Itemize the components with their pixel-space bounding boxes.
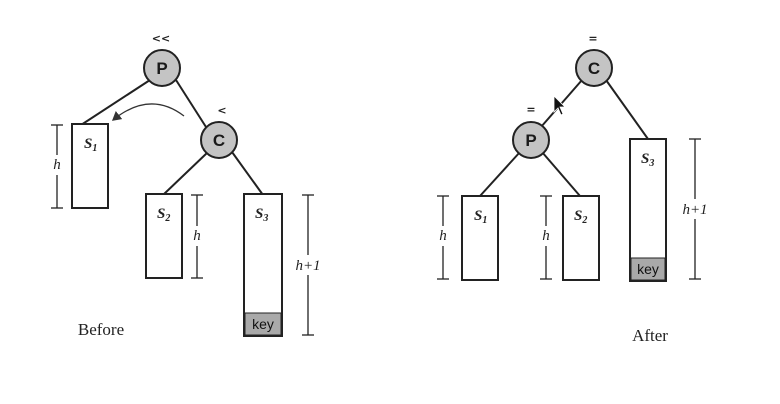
height-marker-s3: h+1: [675, 138, 715, 280]
height-label-s1: h: [439, 228, 447, 244]
edge-p-s2: [541, 151, 581, 197]
edge-p-s1: [80, 79, 151, 126]
key-label: key: [637, 261, 659, 277]
mouse-cursor-icon: [553, 95, 566, 116]
key-box: [630, 257, 666, 281]
subtree-s1-box: [461, 195, 499, 281]
height-label-s2: h: [542, 228, 550, 244]
subtree-s3-box: [243, 193, 283, 337]
key-label: key: [252, 316, 274, 332]
root-balance: =: [588, 32, 597, 45]
height-marker-s1: h: [434, 195, 452, 280]
rotation-arrow: [111, 103, 185, 121]
node-p-circle: [512, 121, 550, 159]
before-tree: << P < C S1 S2 S3 key h h: [48, 32, 328, 339]
height-marker-s3: h+1: [288, 194, 328, 336]
subtree-s1-label: S1: [474, 208, 487, 226]
subtree-s3-label: S3: [255, 206, 268, 224]
subtree-s2-label: S2: [157, 206, 170, 224]
edge-c-s2: [162, 151, 209, 196]
edge-p-s1: [479, 151, 521, 197]
subtree-s3-box: [629, 138, 667, 282]
child-balance: =: [526, 103, 535, 116]
edge-c-s3: [231, 151, 264, 196]
subtree-s1-label: S1: [84, 136, 97, 154]
subtree-s1-box: [71, 123, 109, 209]
height-label-s3: h+1: [295, 258, 320, 274]
subtree-s3-label: S3: [641, 151, 654, 169]
subtree-s2-box: [562, 195, 600, 281]
node-c-label: C: [213, 131, 225, 150]
node-c-circle: [200, 121, 238, 159]
root-balance: <<: [152, 32, 170, 45]
subtree-s2-label: S2: [574, 208, 587, 226]
key-box: [244, 312, 282, 336]
child-balance: <: [217, 104, 226, 117]
before-caption: Before: [78, 320, 124, 339]
edge-p-c: [175, 79, 207, 128]
height-marker-s1: h: [48, 124, 66, 209]
height-label-s3: h+1: [682, 202, 707, 218]
after-caption: After: [632, 326, 668, 345]
height-marker-s2: h: [188, 194, 206, 279]
height-label-s1: h: [53, 157, 61, 173]
node-c-circle: [575, 49, 613, 87]
node-p-circle: [143, 49, 181, 87]
node-p-label: P: [525, 131, 536, 150]
height-marker-s2: h: [537, 195, 555, 280]
height-label-s2: h: [193, 228, 201, 244]
node-c-label: C: [588, 59, 600, 78]
after-tree: = C = P S1 S2 S3 key h h: [434, 32, 715, 345]
subtree-s2-box: [145, 193, 183, 279]
node-p-label: P: [156, 59, 167, 78]
edge-c-s3: [605, 79, 649, 140]
